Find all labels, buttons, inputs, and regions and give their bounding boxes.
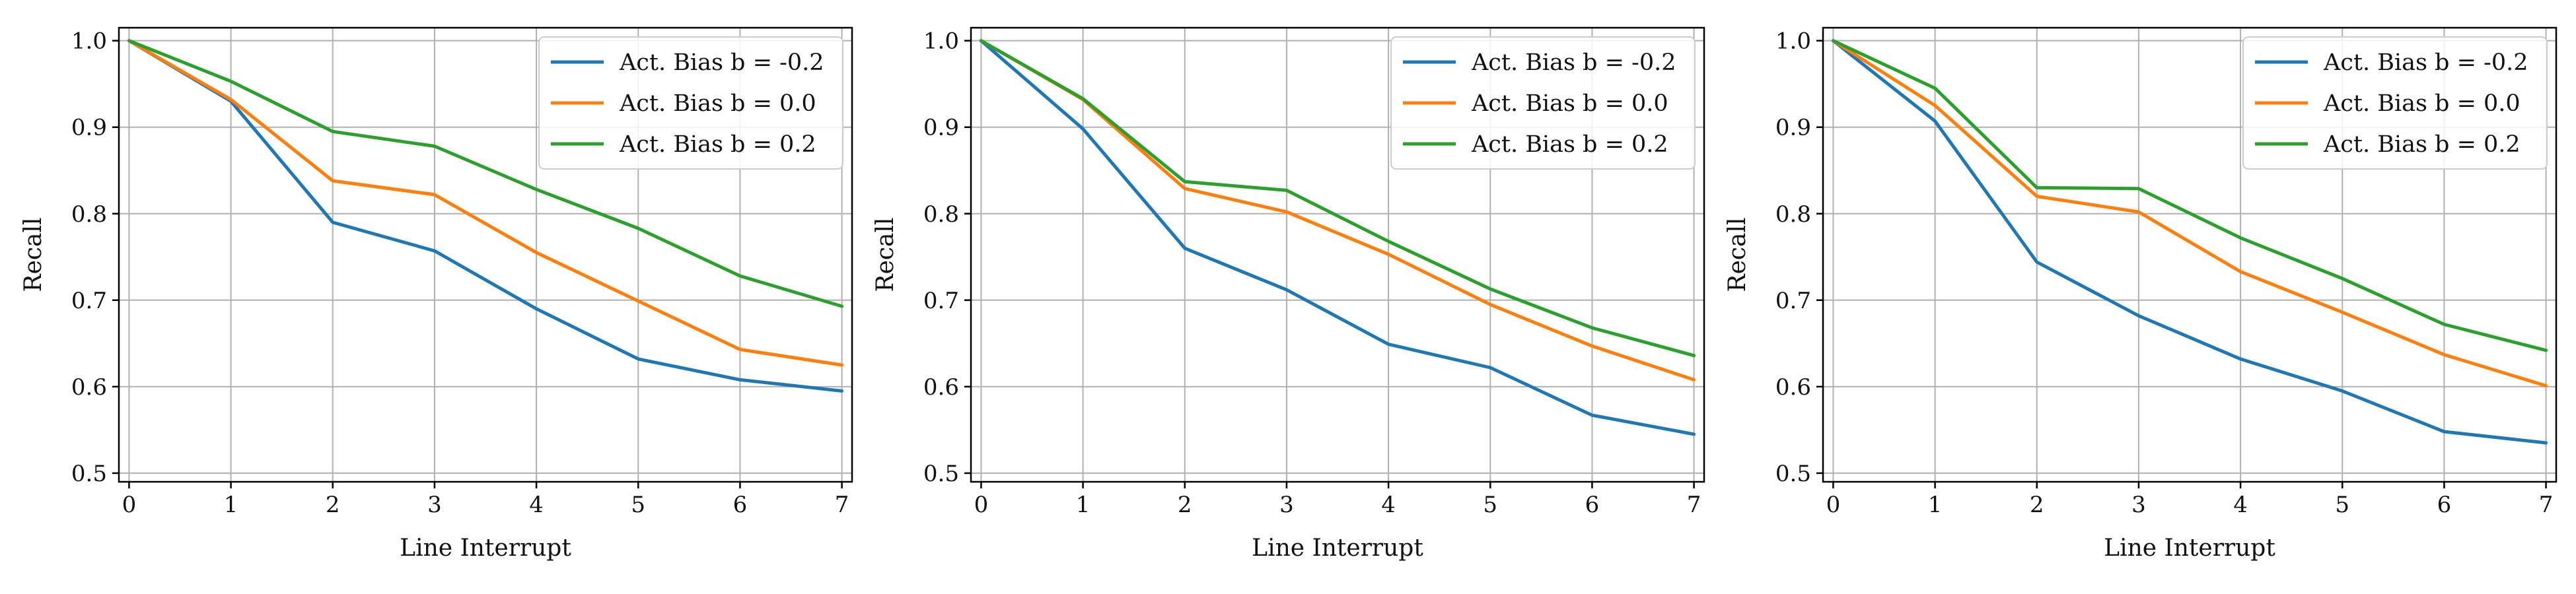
y-tick-label: 0.6 bbox=[923, 374, 959, 401]
series-line-3 bbox=[127, 39, 844, 308]
legend-label-1: Act. Bias b = -0.2 bbox=[2323, 50, 2528, 76]
series-line-3 bbox=[979, 39, 1696, 358]
y-tick-label: 0.5 bbox=[923, 461, 959, 487]
x-tick-label: 7 bbox=[1687, 492, 1701, 518]
y-tick-label: 0.8 bbox=[1775, 201, 1811, 228]
y-axis-label: Recall bbox=[872, 217, 899, 292]
x-tick-label: 1 bbox=[1076, 492, 1091, 518]
x-tick-label: 2 bbox=[326, 492, 340, 518]
x-tick-label: 4 bbox=[529, 492, 544, 518]
series-line-1 bbox=[979, 39, 1696, 436]
x-tick-label: 6 bbox=[733, 492, 748, 518]
x-tick-label: 4 bbox=[1381, 492, 1396, 518]
x-tick-label: 1 bbox=[224, 492, 238, 518]
y-tick-label: 0.7 bbox=[71, 288, 107, 314]
plot-frame bbox=[970, 26, 1705, 483]
chart-panel-3: 0 1 2 3 4 5 6 7 0.5 0.6 0.7 0.8 0.9 1.0 Line Interrupt… bbox=[1724, 26, 2558, 562]
y-tick-label: 1.0 bbox=[71, 28, 107, 55]
legend-label-3: Act. Bias b = 0.2 bbox=[2323, 131, 2521, 158]
series-line-1 bbox=[127, 39, 844, 393]
series-line-2 bbox=[1831, 39, 2548, 387]
x-tick-label: 3 bbox=[427, 492, 442, 518]
x-tick-label: 7 bbox=[835, 492, 849, 518]
y-tick-label: 0.5 bbox=[71, 461, 107, 487]
y-tick-label: 0.6 bbox=[1775, 374, 1811, 401]
x-tick-label: 3 bbox=[2131, 492, 2146, 518]
legend-label-2: Act. Bias b = 0.0 bbox=[1471, 90, 1668, 117]
y-tick-label: 0.7 bbox=[923, 288, 959, 314]
series-line-3 bbox=[1831, 39, 2548, 352]
legend-label-2: Act. Bias b = 0.0 bbox=[619, 90, 816, 117]
legend: Act. Bias b = -0.2 Act. Bias b = 0.0 Act. … bbox=[1390, 36, 1696, 170]
chart-panel-2: 0 1 2 3 4 5 6 7 0.5 0.6 0.7 0.8 0.9 1.0 Line Interrupt… bbox=[872, 26, 1705, 562]
y-axis-label: Recall bbox=[20, 217, 47, 292]
x-tick-label: 0 bbox=[974, 492, 989, 518]
plot-frame bbox=[118, 26, 853, 483]
x-tick-label: 0 bbox=[122, 492, 137, 518]
y-tick-label: 0.9 bbox=[71, 115, 107, 141]
legend-label-3: Act. Bias b = 0.2 bbox=[1471, 131, 1668, 158]
x-axis-label: Line Interrupt bbox=[1252, 535, 1423, 562]
chart-panel-1: 0 1 2 3 4 5 6 7 0.5 0.6 0.7 0.8 0.9 1.0 Line Interrupt… bbox=[20, 26, 853, 562]
x-tick-label: 4 bbox=[2233, 492, 2248, 518]
legend-label-1: Act. Bias b = -0.2 bbox=[619, 50, 824, 76]
legend-label-2: Act. Bias b = 0.0 bbox=[2323, 90, 2521, 117]
legend-box bbox=[1390, 36, 1696, 170]
y-tick-label: 0.8 bbox=[923, 201, 959, 228]
x-tick-label: 2 bbox=[2030, 492, 2044, 518]
y-tick-label: 1.0 bbox=[1775, 28, 1811, 55]
x-axis-label: Line Interrupt bbox=[400, 535, 571, 562]
x-tick-label: 6 bbox=[2437, 492, 2452, 518]
y-tick-label: 0.5 bbox=[1775, 461, 1811, 487]
x-tick-label: 1 bbox=[1928, 492, 1943, 518]
x-tick-label: 7 bbox=[2539, 492, 2554, 518]
y-tick-label: 1.0 bbox=[923, 28, 959, 55]
x-tick-label: 2 bbox=[1178, 492, 1192, 518]
legend: Act. Bias b = -0.2 Act. Bias b = 0.0 Act. … bbox=[2242, 36, 2548, 170]
x-tick-label: 6 bbox=[1585, 492, 1600, 518]
y-tick-label: 0.6 bbox=[71, 374, 107, 401]
x-axis-label: Line Interrupt bbox=[2104, 535, 2275, 562]
y-tick-label: 0.9 bbox=[1775, 115, 1811, 141]
legend-label-3: Act. Bias b = 0.2 bbox=[619, 131, 816, 158]
x-tick-label: 3 bbox=[1279, 492, 1294, 518]
legend-box bbox=[2242, 36, 2548, 170]
legend-label-1: Act. Bias b = -0.2 bbox=[1471, 50, 1676, 76]
x-tick-label: 5 bbox=[631, 492, 645, 518]
x-tick-label: 5 bbox=[1483, 492, 1497, 518]
series-line-2 bbox=[127, 39, 844, 367]
legend-box bbox=[538, 36, 843, 170]
y-axis-label: Recall bbox=[1724, 217, 1751, 292]
legend: Act. Bias b = -0.2 Act. Bias b = 0.0 Act. … bbox=[538, 36, 843, 170]
series-line-1 bbox=[1831, 39, 2548, 445]
plot-frame bbox=[1822, 26, 2558, 483]
y-tick-label: 0.7 bbox=[1775, 288, 1811, 314]
x-tick-label: 5 bbox=[2335, 492, 2349, 518]
y-tick-label: 0.9 bbox=[923, 115, 959, 141]
x-tick-label: 0 bbox=[1826, 492, 1841, 518]
y-tick-label: 0.8 bbox=[71, 201, 107, 228]
